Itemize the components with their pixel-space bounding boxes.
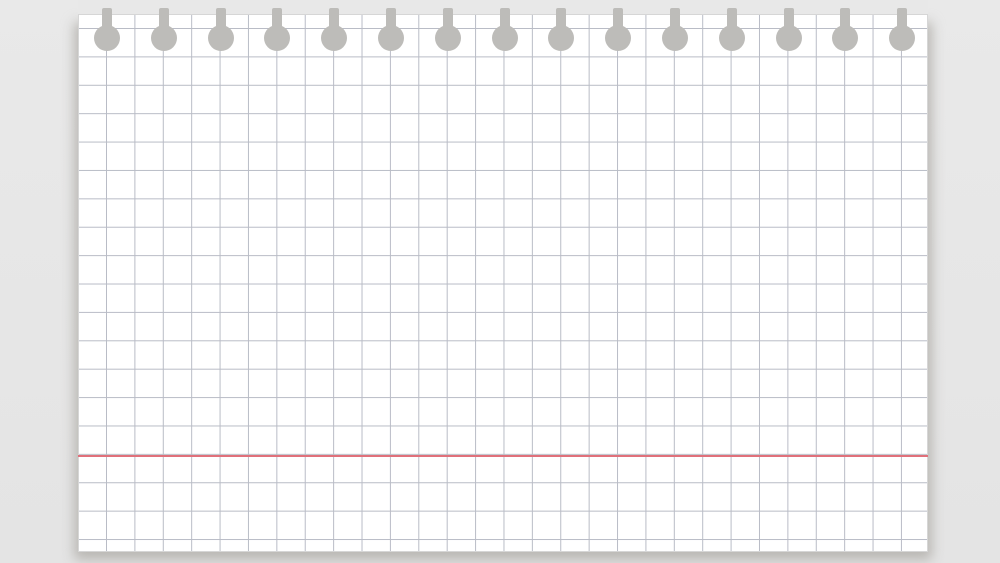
red-margin-line — [78, 455, 928, 457]
torn-top-edge — [78, 0, 928, 14]
grid-paper-sheet — [78, 14, 928, 552]
